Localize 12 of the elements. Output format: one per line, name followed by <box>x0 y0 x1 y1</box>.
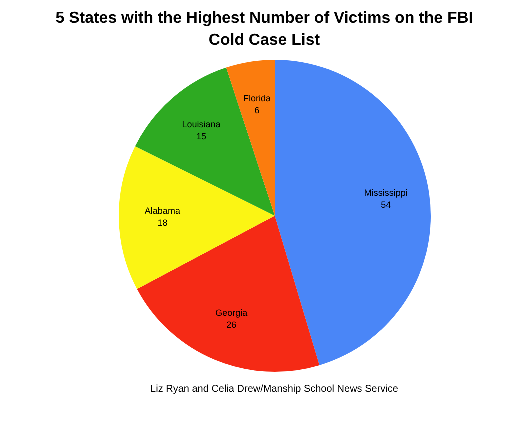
text: Liz Ryan and Celia Drew/Manship School News Service <box>150 384 400 395</box>
slice-label: Louisiana <box>182 120 220 130</box>
data-label: 18 <box>157 218 168 228</box>
slice-label: Georgia <box>215 308 248 318</box>
data-label: 6 <box>254 106 260 116</box>
data-label: 26 <box>226 320 236 330</box>
slice-label: Florida <box>243 94 271 104</box>
data-label: 15 <box>196 132 206 142</box>
data-label: 54 <box>380 200 391 210</box>
slice-label: Alabama <box>144 206 180 216</box>
slice-label: Mississippi <box>364 188 408 198</box>
chart-title: 5 States with the Highest Number of Victims on the FBI Cold Case List <box>54 9 474 51</box>
